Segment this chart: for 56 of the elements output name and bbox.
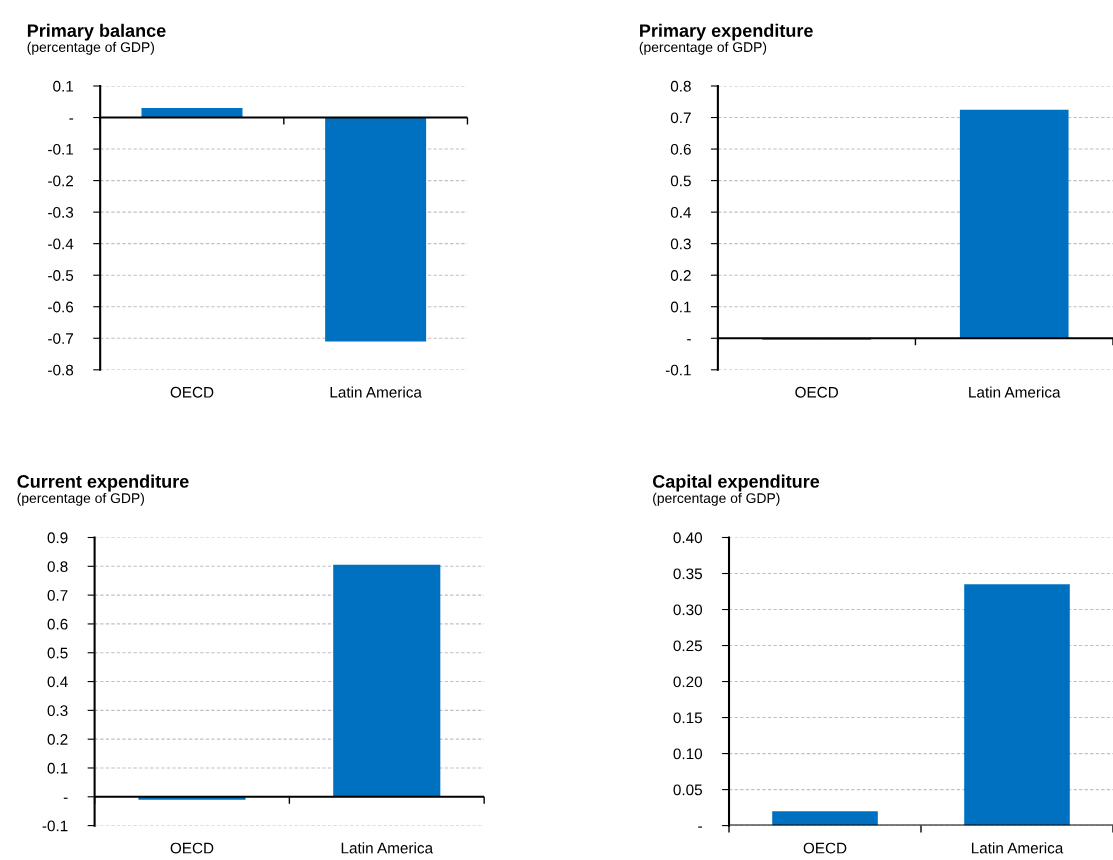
y-tick-label: -0.7	[48, 333, 74, 344]
y-tick-label: -0.2	[48, 175, 74, 187]
y-tick-label: 0.8	[47, 561, 68, 572]
y-tick-label: 0.2	[670, 270, 691, 281]
chart-title: Current expenditure	[17, 474, 189, 492]
chart-title: Primary expenditure	[640, 23, 813, 41]
x-tick-label: OECD	[170, 386, 214, 398]
y-tick-label: 0.7	[47, 589, 68, 601]
y-tick-label: -0.1	[665, 364, 691, 376]
y-tick-label: 0.3	[47, 705, 68, 717]
x-tick-label: Latin America	[341, 842, 434, 854]
y-tick-label: 0.5	[47, 647, 68, 659]
y-tick-label: 0.5	[670, 175, 691, 187]
y-tick-label: -0.8	[48, 364, 74, 376]
y-tick-label: 0.15	[673, 712, 702, 724]
y-tick-label: 0.10	[673, 748, 703, 760]
y-tick-label: 0.6	[670, 143, 691, 155]
chart-subtitle: (percentage of GDP)	[17, 492, 144, 506]
chart-title: Primary balance	[27, 23, 166, 41]
y-tick-label: 0.20	[673, 676, 703, 688]
y-tick-label: 0.8	[670, 80, 691, 92]
chart-title: Capital expenditure	[652, 474, 820, 492]
y-tick-label: -	[63, 797, 68, 799]
y-tick-label: 0.1	[53, 80, 74, 92]
y-tick-label: 0.2	[47, 734, 68, 745]
chart-subtitle: (percentage of GDP)	[27, 41, 154, 55]
y-tick-label: 0.1	[670, 301, 691, 313]
x-tick-label: Latin America	[969, 386, 1061, 398]
y-tick-label: -0.1	[48, 143, 74, 155]
x-tick-label: Latin America	[971, 842, 1064, 854]
y-tick-label: -0.6	[48, 301, 74, 313]
x-tick-label: OECD	[170, 842, 214, 854]
y-tick-label: 0.25	[673, 640, 702, 652]
y-tick-label: -0.5	[48, 270, 74, 281]
y-tick-label: -	[687, 339, 691, 341]
y-tick-label: -	[698, 826, 702, 828]
y-tick-label: 0.35	[673, 568, 702, 580]
x-tick-label: OECD	[795, 386, 838, 398]
x-tick-label: Latin America	[330, 386, 422, 398]
y-tick-label: 0.6	[47, 618, 68, 630]
x-tick-label: OECD	[803, 842, 847, 854]
chart-subtitle: (percentage of GDP)	[653, 492, 780, 506]
y-tick-label: 0.1	[47, 762, 68, 774]
y-tick-label: -0.3	[48, 207, 74, 218]
y-tick-label: 0.9	[47, 532, 68, 544]
y-tick-label: 0.40	[673, 532, 703, 544]
y-tick-label: 0.05	[673, 784, 702, 796]
y-tick-label: 0.30	[673, 604, 703, 616]
y-tick-label: -0.4	[48, 238, 74, 250]
y-tick-label: 0.4	[670, 207, 692, 218]
chart-subtitle: (percentage of GDP)	[639, 41, 767, 55]
y-tick-label: -	[69, 118, 74, 120]
y-tick-label: 0.7	[670, 112, 691, 124]
y-tick-label: 0.3	[670, 238, 691, 250]
y-tick-label: 0.4	[47, 676, 68, 688]
y-tick-label: -0.1	[42, 820, 68, 832]
